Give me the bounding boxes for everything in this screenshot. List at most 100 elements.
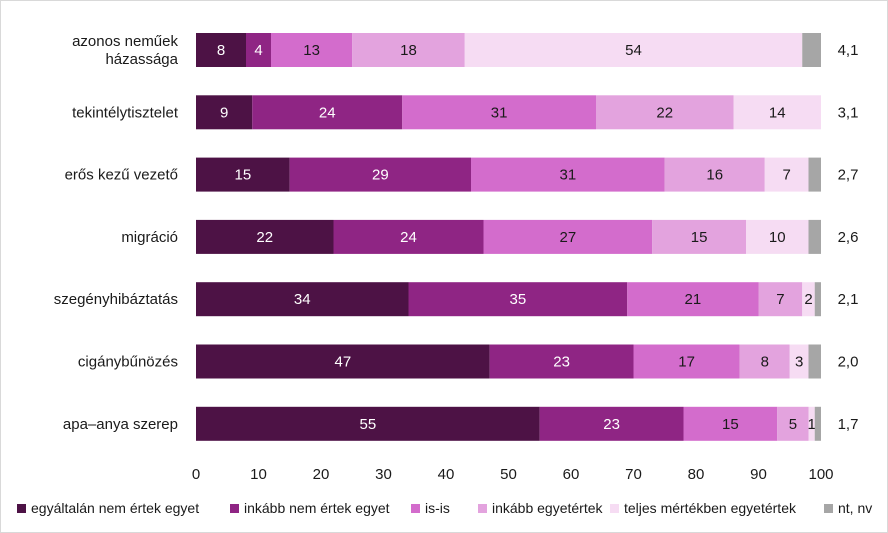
data-label: 34 <box>294 291 311 308</box>
bar-segment <box>596 95 734 130</box>
x-tick-label: 100 <box>808 466 833 483</box>
category-label: migráció <box>121 229 178 246</box>
bar-segment <box>196 344 490 379</box>
data-label: 9 <box>220 104 228 121</box>
legend-label: inkább egyetértek <box>492 500 603 516</box>
legend-item: inkább nem értek egyet <box>230 500 390 516</box>
bar-segment <box>683 406 778 441</box>
bar-segment <box>196 33 246 67</box>
bar-segment <box>758 282 803 317</box>
legend-item: is-is <box>411 500 450 516</box>
bar-segment <box>246 33 271 67</box>
bar-segment <box>196 95 253 130</box>
bar-segment <box>789 344 809 379</box>
data-label: 13 <box>303 42 320 59</box>
mean-values: 4,1 3,1 2,7 2,6 2,1 2,0 1,7 <box>838 42 859 433</box>
data-label: 23 <box>553 354 570 371</box>
legend-swatch <box>610 503 619 513</box>
bar-segment <box>652 219 746 254</box>
data-label: 15 <box>722 416 739 433</box>
bar-segment <box>352 33 465 67</box>
bar-segment <box>808 406 815 441</box>
category-label: erős kezű vezető <box>65 167 178 184</box>
legend-label: nt, nv <box>838 500 873 516</box>
bar-segment <box>814 282 821 317</box>
category-label: tekintélytisztelet <box>72 104 179 121</box>
bar-segment <box>289 157 471 192</box>
x-tick-label: 10 <box>250 466 267 483</box>
x-tick-label: 80 <box>688 466 705 483</box>
bar-segment <box>777 406 809 441</box>
data-label: 5 <box>789 416 797 433</box>
x-tick-label: 0 <box>192 466 200 483</box>
data-label: 29 <box>372 167 389 184</box>
data-label: 3 <box>795 354 803 371</box>
x-tick-label: 70 <box>625 466 642 483</box>
bar-segment <box>739 344 790 379</box>
data-label: 24 <box>319 104 336 121</box>
bar-segment <box>808 344 821 379</box>
category-label: házassága <box>105 51 178 68</box>
data-label: 31 <box>560 167 577 184</box>
bar-segment <box>814 406 821 441</box>
bar-segment <box>808 157 821 192</box>
category-label: szegényhibáztatás <box>54 291 178 308</box>
bar-segment <box>746 219 809 254</box>
bar-segment <box>489 344 634 379</box>
x-tick-label: 90 <box>750 466 767 483</box>
legend-label: inkább nem értek egyet <box>244 500 390 516</box>
bar-segment <box>483 219 653 254</box>
x-tick-label: 40 <box>438 466 455 483</box>
data-label: 54 <box>625 42 642 59</box>
category-label: apa–anya szerep <box>63 416 178 433</box>
legend-swatch <box>824 503 833 513</box>
legend-item: teljes mértékben egyetértek <box>610 500 796 516</box>
row-value-label: 2,7 <box>838 167 859 184</box>
x-axis: 0 10 20 30 40 50 60 70 80 90 100 <box>192 466 834 483</box>
row-value-label: 1,7 <box>838 416 859 433</box>
bar-segment <box>802 282 815 317</box>
bar-segment <box>408 282 628 317</box>
legend-item: inkább egyetértek <box>478 500 603 516</box>
legend: egyáltalán nem értek egyet inkább nem ért… <box>0 494 888 520</box>
data-label: 35 <box>510 291 527 308</box>
data-label: 17 <box>678 354 695 371</box>
bar-segment <box>733 95 821 130</box>
bar-segment <box>471 157 665 192</box>
bar-segment <box>196 406 540 441</box>
bar-segment <box>196 157 290 192</box>
data-label: 24 <box>400 229 417 246</box>
legend-swatch <box>17 503 26 513</box>
data-label: 7 <box>782 167 790 184</box>
bar-segment <box>802 33 821 67</box>
data-label: 8 <box>761 354 769 371</box>
data-label: 10 <box>769 229 786 246</box>
data-label: 55 <box>360 416 377 433</box>
bar-segment <box>252 95 403 130</box>
legend-label: teljes mértékben egyetértek <box>624 500 796 516</box>
bar-segment <box>539 406 684 441</box>
row-value-label: 2,6 <box>838 229 859 246</box>
data-label: 22 <box>656 104 673 121</box>
legend-swatch <box>478 503 487 513</box>
data-label: 27 <box>560 229 577 246</box>
bar-segment <box>764 157 809 192</box>
x-tick-label: 20 <box>313 466 330 483</box>
legend-label: is-is <box>425 500 450 516</box>
data-label: 22 <box>256 229 273 246</box>
bar-segment <box>271 33 353 67</box>
bar-segment <box>402 95 596 130</box>
data-label: 15 <box>235 167 252 184</box>
bar-segment <box>633 344 740 379</box>
row-value-label: 4,1 <box>838 42 859 59</box>
bar-segment <box>627 282 759 317</box>
data-label: 15 <box>691 229 708 246</box>
data-label: 7 <box>776 291 784 308</box>
row-value-label: 2,0 <box>838 354 859 371</box>
row-value-label: 2,1 <box>838 291 859 308</box>
bar-segment <box>196 282 409 317</box>
